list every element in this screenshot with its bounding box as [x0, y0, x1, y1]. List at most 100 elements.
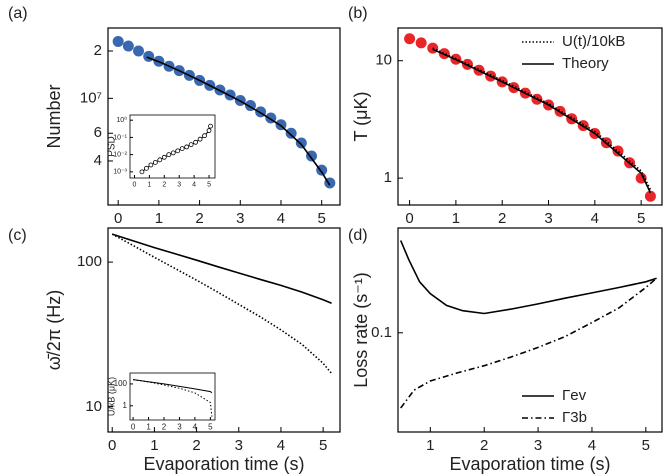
y-tick-label: 10⁻² [113, 151, 127, 158]
x-tick-label: 4 [277, 437, 285, 454]
x-tick-label: 0 [114, 210, 122, 227]
x-axis-label: Evaporation time (s) [143, 454, 304, 474]
x-tick-label: 3 [534, 437, 542, 454]
data-point [122, 40, 134, 52]
y-tick-label: 0.1 [371, 324, 392, 341]
panel-label: (a) [8, 5, 28, 22]
data-point [175, 148, 181, 154]
y-tick-label: 1 [384, 169, 392, 186]
y-tick-label: 4 [94, 152, 102, 169]
series-line [432, 48, 652, 194]
data-point [184, 144, 190, 150]
data-point [152, 160, 158, 165]
data-point [404, 33, 416, 45]
x-tick-label: 2 [480, 437, 488, 454]
x-tick-label: 2 [498, 210, 506, 227]
x-tick-label: 1 [155, 210, 163, 227]
series-line [111, 233, 332, 304]
y-axis-label: ω̄/2π (Hz) [44, 290, 64, 370]
x-tick-label: 2 [195, 210, 203, 227]
data-point [644, 190, 656, 202]
y-tick-label: 10⁻³ [113, 169, 127, 176]
data-point [112, 35, 124, 47]
series-line [399, 240, 657, 315]
x-tick-label: 3 [544, 210, 552, 227]
inset-frame [129, 372, 216, 421]
x-tick-label: 5 [642, 437, 650, 454]
y-axis-label: Number [44, 84, 64, 148]
x-tick-label: 0 [133, 181, 137, 188]
panel-label: (c) [8, 227, 27, 244]
y-tick-label: 10⁷ [80, 89, 102, 106]
data-point [133, 45, 145, 57]
x-tick-label: 1 [452, 210, 460, 227]
x-tick-label: 4 [591, 210, 599, 227]
y-axis-label: U/kB (μK) [106, 377, 116, 416]
y-tick-label: 10 [85, 398, 102, 415]
x-tick-label: 3 [177, 423, 182, 432]
data-point [157, 157, 163, 163]
x-tick-label: 4 [588, 437, 596, 454]
y-tick-label: 10⁻¹ [113, 134, 127, 141]
data-point [197, 136, 203, 142]
series-line [111, 233, 333, 375]
x-tick-label: 4 [193, 423, 198, 432]
x-tick-label: 5 [318, 210, 326, 227]
plot-frame [397, 227, 663, 433]
x-tick-label: 4 [277, 210, 285, 227]
x-tick-label: 5 [319, 437, 327, 454]
data-point [143, 50, 155, 62]
data-point [148, 162, 154, 168]
y-tick-label: 10⁰ [116, 116, 127, 124]
data-point [208, 123, 213, 129]
x-axis-label: Evaporation time (s) [449, 454, 610, 474]
series-line [133, 379, 213, 417]
x-tick-label: 1 [150, 437, 158, 454]
data-point [170, 150, 176, 156]
x-tick-label: 3 [236, 210, 244, 227]
panel-label: (b) [348, 5, 368, 22]
data-point [161, 154, 167, 160]
y-tick-label: 1 [123, 401, 128, 410]
data-point [206, 128, 212, 133]
legend-label: Theory [562, 55, 609, 72]
x-tick-label: 5 [207, 181, 211, 188]
series-line [146, 56, 331, 186]
data-point [166, 152, 172, 158]
x-tick-label: 1 [147, 181, 151, 188]
x-tick-label: 2 [192, 437, 200, 454]
series-line [133, 379, 213, 394]
data-point [139, 169, 145, 175]
legend-label: Γev [562, 387, 587, 404]
series-line [400, 277, 658, 409]
y-tick-label: 2 [94, 42, 102, 59]
legend-label: Γ3b [562, 409, 587, 426]
x-tick-label: 1 [146, 423, 151, 432]
x-tick-label: 3 [235, 437, 243, 454]
y-tick-label: 6 [94, 124, 102, 141]
inset-frame [129, 114, 216, 179]
x-tick-label: 1 [426, 437, 434, 454]
y-axis-label: T (μK) [351, 91, 371, 141]
y-tick-label: 10 [375, 52, 392, 69]
x-tick-label: 0 [108, 437, 116, 454]
data-point [285, 127, 297, 139]
data-point [179, 146, 185, 152]
y-tick-label: 100 [114, 379, 128, 388]
x-tick-label: 4 [192, 181, 196, 188]
series-line [432, 47, 652, 190]
data-point [415, 37, 427, 49]
data-point [144, 165, 149, 171]
x-tick-label: 5 [637, 210, 645, 227]
x-tick-label: 5 [208, 423, 213, 432]
data-point [295, 137, 307, 149]
data-point [202, 133, 207, 139]
plot-frame [397, 27, 663, 206]
x-tick-label: 2 [162, 423, 167, 432]
data-point [612, 145, 624, 157]
y-tick-label: 100 [77, 253, 102, 270]
x-tick-label: 0 [405, 210, 413, 227]
panel-label: (d) [348, 227, 368, 244]
y-axis-label: Loss rate (s⁻¹) [351, 272, 371, 388]
